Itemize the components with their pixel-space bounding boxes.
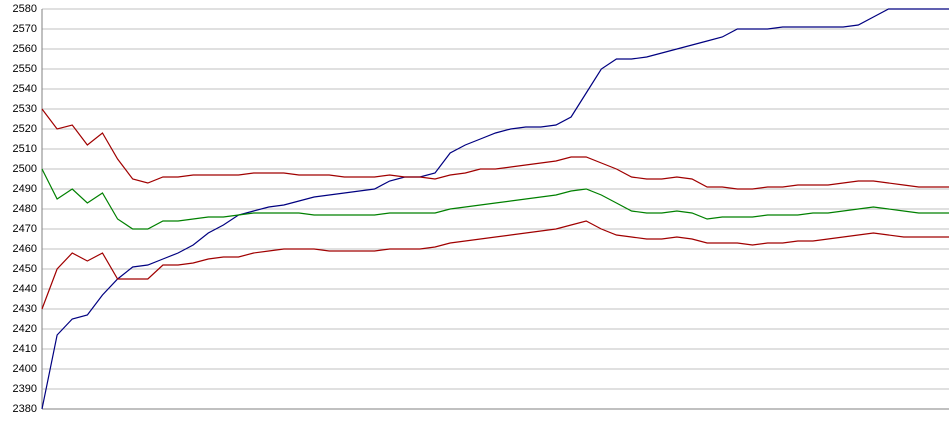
y-tick-label: 2560 bbox=[13, 43, 37, 55]
y-tick-label: 2470 bbox=[13, 223, 37, 235]
y-tick-label: 2510 bbox=[13, 143, 37, 155]
y-tick-label: 2520 bbox=[13, 123, 37, 135]
y-tick-label: 2550 bbox=[13, 63, 37, 75]
y-tick-label: 2400 bbox=[13, 363, 37, 375]
y-tick-label: 2440 bbox=[13, 283, 37, 295]
y-tick-label: 2500 bbox=[13, 163, 37, 175]
y-tick-label: 2430 bbox=[13, 303, 37, 315]
y-tick-label: 2450 bbox=[13, 263, 37, 275]
y-tick-label: 2390 bbox=[13, 383, 37, 395]
series-line bbox=[41, 108, 949, 190]
y-tick-label: 2410 bbox=[13, 343, 37, 355]
y-tick-label: 2580 bbox=[13, 3, 37, 15]
y-tick-label: 2530 bbox=[13, 103, 37, 115]
series-line bbox=[41, 220, 949, 310]
series-line bbox=[41, 168, 949, 230]
series-line bbox=[41, 8, 949, 410]
y-tick-label: 2480 bbox=[13, 203, 37, 215]
y-tick-label: 2570 bbox=[13, 23, 37, 35]
y-tick-label: 2420 bbox=[13, 323, 37, 335]
y-tick-label: 2540 bbox=[13, 83, 37, 95]
y-tick-label: 2460 bbox=[13, 243, 37, 255]
y-tick-label: 2380 bbox=[13, 403, 37, 415]
y-tick-label: 2490 bbox=[13, 183, 37, 195]
